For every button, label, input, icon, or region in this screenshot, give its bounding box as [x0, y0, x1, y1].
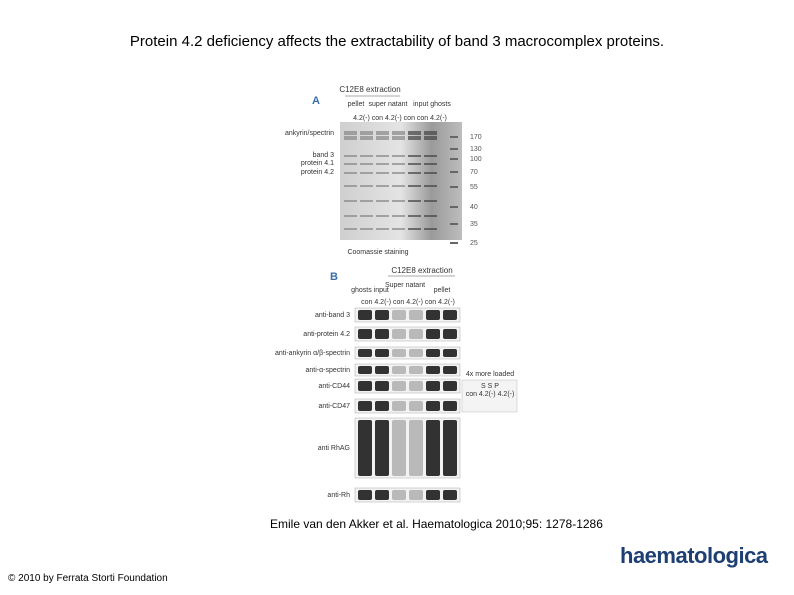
blot-label: anti-protein 4.2 — [303, 331, 350, 338]
blot-band — [358, 310, 372, 320]
blot-band — [409, 329, 423, 339]
blot-band — [375, 420, 389, 476]
blot-band — [443, 329, 457, 339]
gel-caption: Coomassie staining — [347, 249, 408, 256]
gel-image — [340, 122, 462, 240]
blot-band — [426, 349, 440, 357]
marker-label: 130 — [470, 146, 482, 153]
blot-band — [375, 349, 389, 357]
blot-band — [426, 420, 440, 476]
blot-label: anti-band 3 — [315, 312, 350, 319]
blot-band — [409, 310, 423, 320]
group-label: input ghosts — [413, 101, 451, 108]
blot-band — [358, 329, 372, 339]
marker-label: 100 — [470, 156, 482, 163]
blot-band — [392, 349, 406, 357]
blot-band — [443, 349, 457, 357]
blot-label: anti-Rh — [327, 492, 350, 499]
blot-band — [392, 490, 406, 500]
blot-band — [443, 366, 457, 374]
blot-band — [358, 490, 372, 500]
blot-band — [392, 401, 406, 411]
blot-band — [426, 310, 440, 320]
inset-sublanes: con 4.2(-) 4.2(-) — [466, 391, 515, 398]
blot-band — [358, 420, 372, 476]
group-label: Super natant — [385, 282, 425, 289]
inset-lanes: S S P — [481, 383, 499, 390]
group-label: super natant — [369, 101, 408, 108]
blot-band — [409, 420, 423, 476]
blot-band — [409, 401, 423, 411]
blot-band — [426, 329, 440, 339]
blot-band — [392, 420, 406, 476]
blot-band — [375, 366, 389, 374]
marker-label: 40 — [470, 204, 478, 211]
panel-header: C12E8 extraction — [339, 85, 400, 94]
blot-band — [375, 490, 389, 500]
blot-band — [443, 490, 457, 500]
lane-labels: 4.2(-) con 4.2(-) con con 4.2(-) — [353, 115, 447, 122]
blot-band — [426, 366, 440, 374]
blot-band — [392, 329, 406, 339]
blot-band — [375, 329, 389, 339]
group-label: pellet — [348, 101, 365, 108]
blot-band — [426, 401, 440, 411]
blot-band — [358, 349, 372, 357]
marker-label: 70 — [470, 169, 478, 176]
blot-band — [375, 401, 389, 411]
band-label: protein 4.2 — [301, 169, 334, 176]
blot-label: anti-ankyrin α/β-spectrin — [275, 350, 350, 357]
marker-label: 25 — [470, 240, 478, 247]
blot-band — [358, 401, 372, 411]
marker-label: 170 — [470, 134, 482, 141]
blot-band — [426, 381, 440, 391]
slide-title: Protein 4.2 deficiency affects the extra… — [130, 33, 664, 50]
blot-label: anti-α-spectrin — [305, 367, 350, 374]
blot-band — [392, 310, 406, 320]
group-label: ghosts input — [351, 287, 389, 294]
blot-band — [392, 381, 406, 391]
blot-band — [443, 420, 457, 476]
blot-band — [358, 366, 372, 374]
blot-band — [443, 401, 457, 411]
blot-band — [443, 381, 457, 391]
citation: Emile van den Akker et al. Haematologica… — [270, 517, 603, 531]
band-label: ankyrin/spectrin — [285, 130, 334, 137]
blot-band — [409, 490, 423, 500]
panel-header: C12E8 extraction — [391, 266, 452, 275]
blot-label: anti RhAG — [318, 445, 350, 452]
marker-label: 35 — [470, 221, 478, 228]
inset-title: 4x more loaded — [466, 371, 514, 378]
band-label: protein 4.1 — [301, 160, 334, 167]
blot-band — [392, 366, 406, 374]
blot-band — [409, 381, 423, 391]
blot-label: anti-CD47 — [318, 403, 350, 410]
blot-band — [375, 381, 389, 391]
blot-band — [443, 310, 457, 320]
panel-label: A — [312, 95, 320, 107]
blot-band — [409, 349, 423, 357]
blot-band — [426, 490, 440, 500]
blot-band — [375, 310, 389, 320]
copyright: © 2010 by Ferrata Storti Foundation — [8, 573, 168, 584]
band-label: band 3 — [313, 152, 335, 159]
blot-band — [409, 366, 423, 374]
blot-band — [358, 381, 372, 391]
journal-logo: haematologica — [620, 543, 768, 568]
marker-label: 55 — [470, 184, 478, 191]
blot-image — [354, 417, 461, 479]
panel-label: B — [330, 271, 338, 283]
group-label: pellet — [434, 287, 451, 294]
lane-labels: con 4.2(-) con 4.2(-) con 4.2(-) — [361, 299, 455, 306]
blot-label: anti-CD44 — [318, 383, 350, 390]
